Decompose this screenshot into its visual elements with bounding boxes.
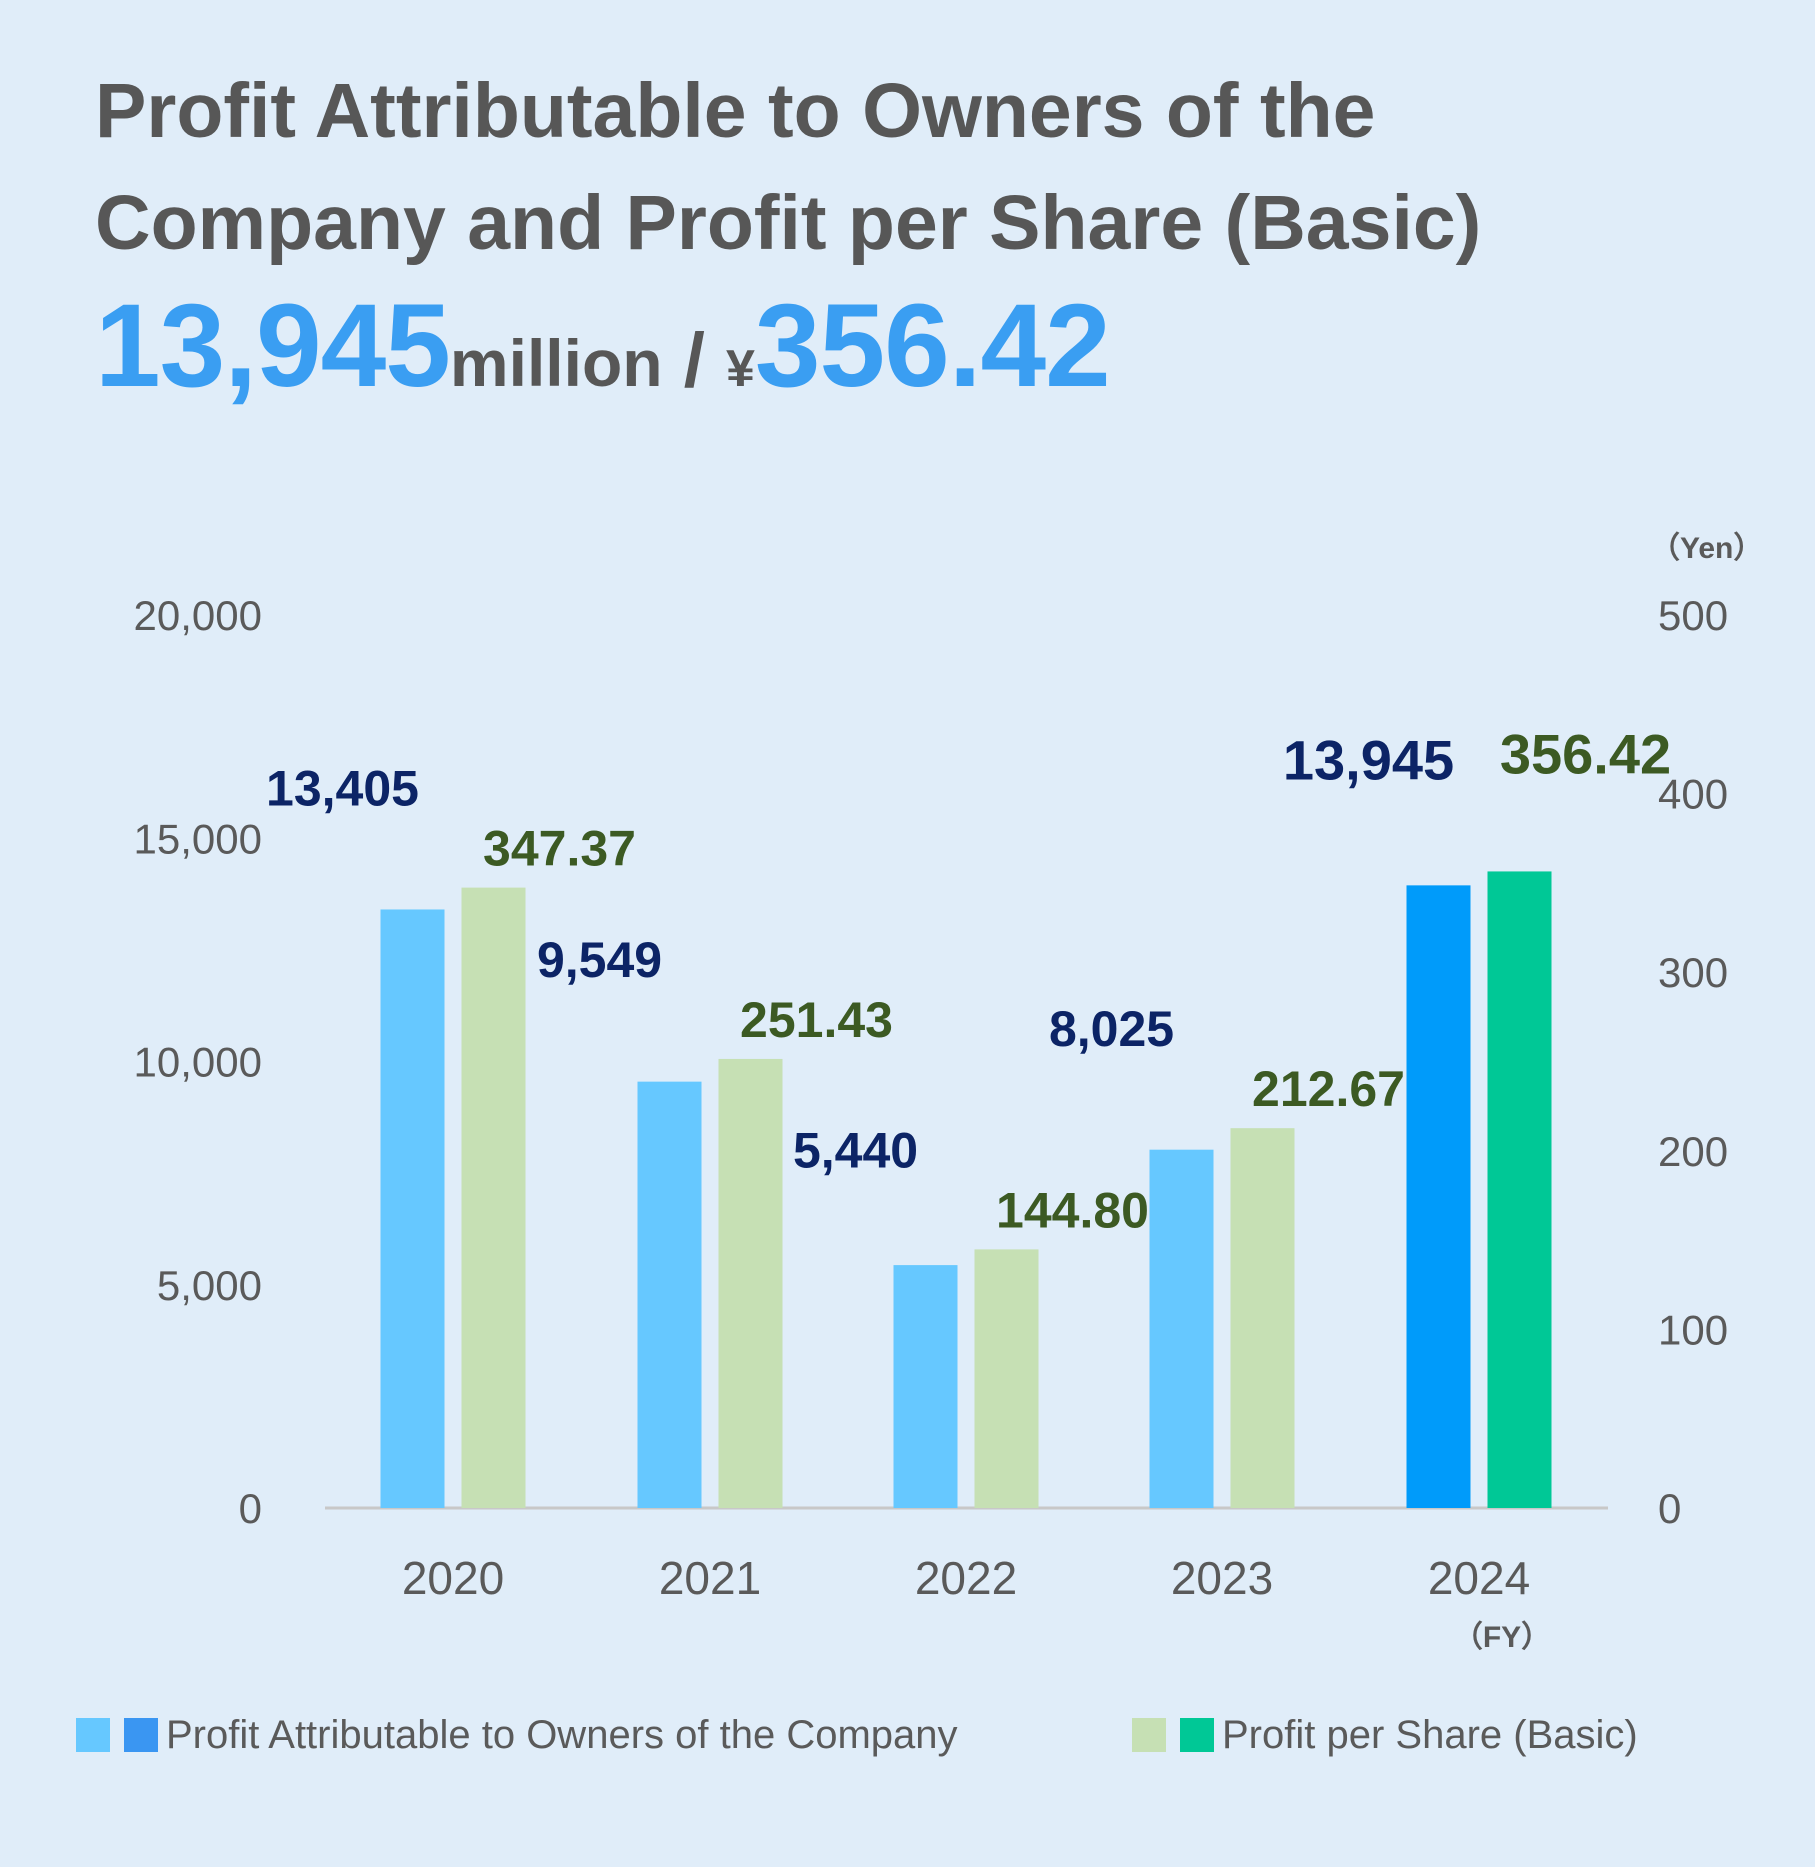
left-axis-tick-label: 0	[239, 1485, 262, 1532]
bar-eps-2020	[462, 888, 526, 1508]
legend-swatch-profit-past	[76, 1718, 110, 1752]
left-axis-tick-label: 15,000	[134, 815, 262, 862]
bar-profit-2024	[1407, 885, 1471, 1508]
data-label-eps-2020: 347.37	[483, 821, 636, 877]
legend-item-profit: Profit Attributable to Owners of the Com…	[76, 1705, 958, 1765]
right-axis-tick-label: 0	[1658, 1485, 1681, 1532]
bar-eps-2024	[1488, 871, 1552, 1508]
bar-eps-2021	[719, 1059, 783, 1508]
left-axis-tick-label: 10,000	[134, 1039, 262, 1086]
right-axis-tick-label: 200	[1658, 1128, 1728, 1175]
legend-label-eps: Profit per Share (Basic)	[1222, 1713, 1638, 1758]
right-axis-tick-label: 100	[1658, 1306, 1728, 1353]
x-axis-unit-label: （FY）	[1453, 1620, 1551, 1654]
x-axis-tick-label: 2020	[402, 1552, 504, 1604]
bar-profit-2021	[638, 1082, 702, 1508]
data-label-profit-2021: 9,549	[537, 932, 662, 988]
legend-swatch-eps-past	[1132, 1718, 1166, 1752]
bar-eps-2023	[1231, 1128, 1295, 1508]
data-label-profit-2022: 5,440	[793, 1122, 918, 1178]
bar-profit-2020	[381, 909, 445, 1508]
x-axis-tick-label: 2021	[659, 1552, 761, 1604]
right-axis-tick-label: 300	[1658, 949, 1728, 996]
x-axis-tick-label: 2022	[915, 1552, 1017, 1604]
data-label-profit-2020: 13,405	[266, 761, 419, 817]
data-label-eps-2023: 212.67	[1252, 1061, 1405, 1117]
left-axis-tick-label: 20,000	[134, 592, 262, 639]
bar-chart: 05,00010,00015,00020,0000100200300400500…	[0, 0, 1815, 1700]
x-axis-tick-label: 2024	[1428, 1552, 1530, 1604]
x-axis-tick-label: 2023	[1171, 1552, 1273, 1604]
right-axis-tick-label: 500	[1658, 592, 1728, 639]
data-label-profit-2024: 13,945	[1283, 728, 1454, 791]
legend-swatch-eps-current	[1180, 1718, 1214, 1752]
data-label-eps-2021: 251.43	[740, 992, 893, 1048]
bar-eps-2022	[975, 1249, 1039, 1508]
chart-card: Profit Attributable to Owners of the Com…	[0, 0, 1815, 1867]
bar-profit-2022	[894, 1265, 958, 1508]
legend-label-profit: Profit Attributable to Owners of the Com…	[166, 1713, 958, 1758]
right-axis-unit-label: （Yen）	[1650, 531, 1763, 565]
data-label-profit-2023: 8,025	[1049, 1001, 1174, 1057]
data-label-eps-2024: 356.42	[1500, 722, 1671, 785]
left-axis-tick-label: 5,000	[157, 1262, 262, 1309]
legend-swatch-profit-current	[124, 1718, 158, 1752]
bar-profit-2023	[1150, 1150, 1214, 1508]
data-label-eps-2022: 144.80	[996, 1182, 1149, 1238]
legend-item-eps: Profit per Share (Basic)	[1132, 1705, 1638, 1765]
